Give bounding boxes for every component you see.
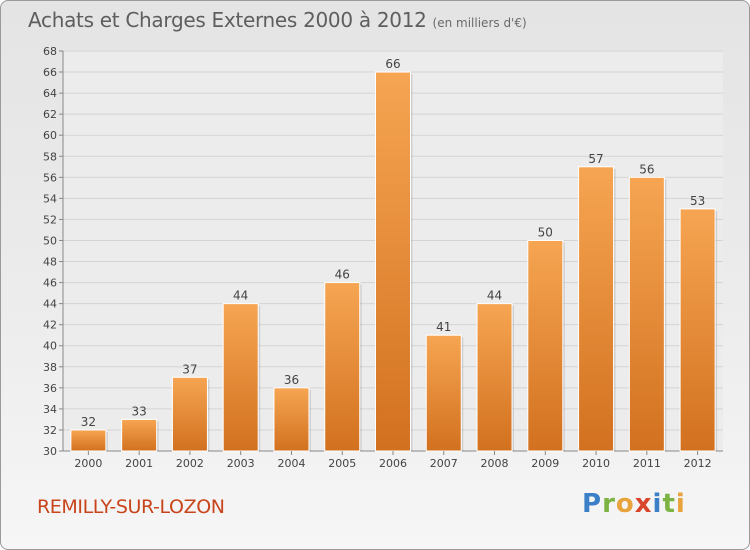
logo-letter: o: [615, 489, 635, 519]
bar: [171, 376, 208, 452]
x-tick-label: 2007: [430, 457, 458, 470]
logo-letter: P: [582, 489, 603, 519]
y-tick-label: 42: [43, 319, 57, 332]
x-tick-label: 2001: [125, 457, 153, 470]
bar: [679, 208, 716, 452]
proxiti-logo[interactable]: Proxiti: [582, 489, 686, 519]
x-tick-label: 2003: [227, 457, 255, 470]
bar-value-label: 57: [588, 152, 603, 166]
y-tick-label: 52: [43, 213, 57, 226]
y-tick-label: 44: [43, 298, 57, 311]
bar: [70, 429, 107, 452]
logo-letter: t: [662, 489, 676, 519]
bar-value-label: 44: [233, 289, 248, 303]
bar: [578, 166, 615, 452]
y-tick-label: 54: [43, 192, 57, 205]
y-tick-label: 64: [43, 87, 57, 100]
y-tick-label: 46: [43, 277, 57, 290]
x-tick-label: 2012: [684, 457, 712, 470]
x-tick-label: 2002: [176, 457, 204, 470]
y-tick-label: 34: [43, 403, 57, 416]
town-name: REMILLY-SUR-LOZON: [37, 496, 225, 518]
bar-value-label: 53: [690, 194, 705, 208]
y-tick-label: 60: [43, 129, 57, 142]
x-tick-label: 2005: [328, 457, 356, 470]
y-tick-label: 50: [43, 234, 57, 247]
x-tick-label: 2004: [277, 457, 305, 470]
y-tick-label: 56: [43, 171, 57, 184]
bar: [476, 303, 513, 452]
bar: [375, 71, 411, 452]
y-tick-label: 40: [43, 340, 57, 353]
bar-value-label: 33: [132, 404, 147, 418]
y-tick-label: 66: [43, 66, 57, 79]
x-tick-label: 2010: [582, 457, 610, 470]
y-tick-label: 38: [43, 361, 57, 374]
bar-value-label: 66: [385, 57, 400, 71]
y-tick-label: 58: [43, 150, 57, 163]
bar: [273, 387, 310, 452]
y-tick-label: 36: [43, 382, 57, 395]
chart-subtitle: (en milliers d'€): [432, 16, 527, 30]
bar-value-label: 41: [436, 320, 451, 334]
logo-letter: r: [602, 489, 616, 519]
y-tick-label: 32: [43, 424, 57, 437]
bar-value-label: 36: [284, 373, 299, 387]
bar: [121, 418, 158, 452]
bar: [628, 176, 665, 452]
x-tick-label: 2006: [379, 457, 407, 470]
chart-title-row: Achats et Charges Externes 2000 à 2012 (e…: [28, 8, 527, 32]
bar-value-label: 37: [182, 362, 197, 376]
logo-letter: i: [675, 489, 686, 519]
x-tick-label: 2000: [74, 457, 102, 470]
bar: [527, 239, 564, 452]
bar: [324, 282, 361, 452]
bar: [425, 334, 462, 452]
x-tick-label: 2011: [633, 457, 661, 470]
y-tick-label: 62: [43, 108, 57, 121]
bar-value-label: 44: [487, 289, 502, 303]
y-tick-label: 68: [43, 45, 57, 58]
logo-letter: i: [652, 489, 663, 519]
bar-value-label: 46: [335, 268, 350, 282]
y-tick-label: 48: [43, 256, 57, 269]
bar-value-label: 56: [639, 162, 654, 176]
bar-value-label: 32: [81, 415, 96, 429]
y-tick-label: 30: [43, 445, 57, 458]
bar-value-label: 50: [538, 225, 553, 239]
x-tick-label: 2009: [531, 457, 559, 470]
logo-letter: x: [634, 489, 653, 519]
bar: [222, 303, 259, 452]
chart-title: Achats et Charges Externes 2000 à 2012: [28, 8, 427, 32]
x-tick-label: 2008: [481, 457, 509, 470]
